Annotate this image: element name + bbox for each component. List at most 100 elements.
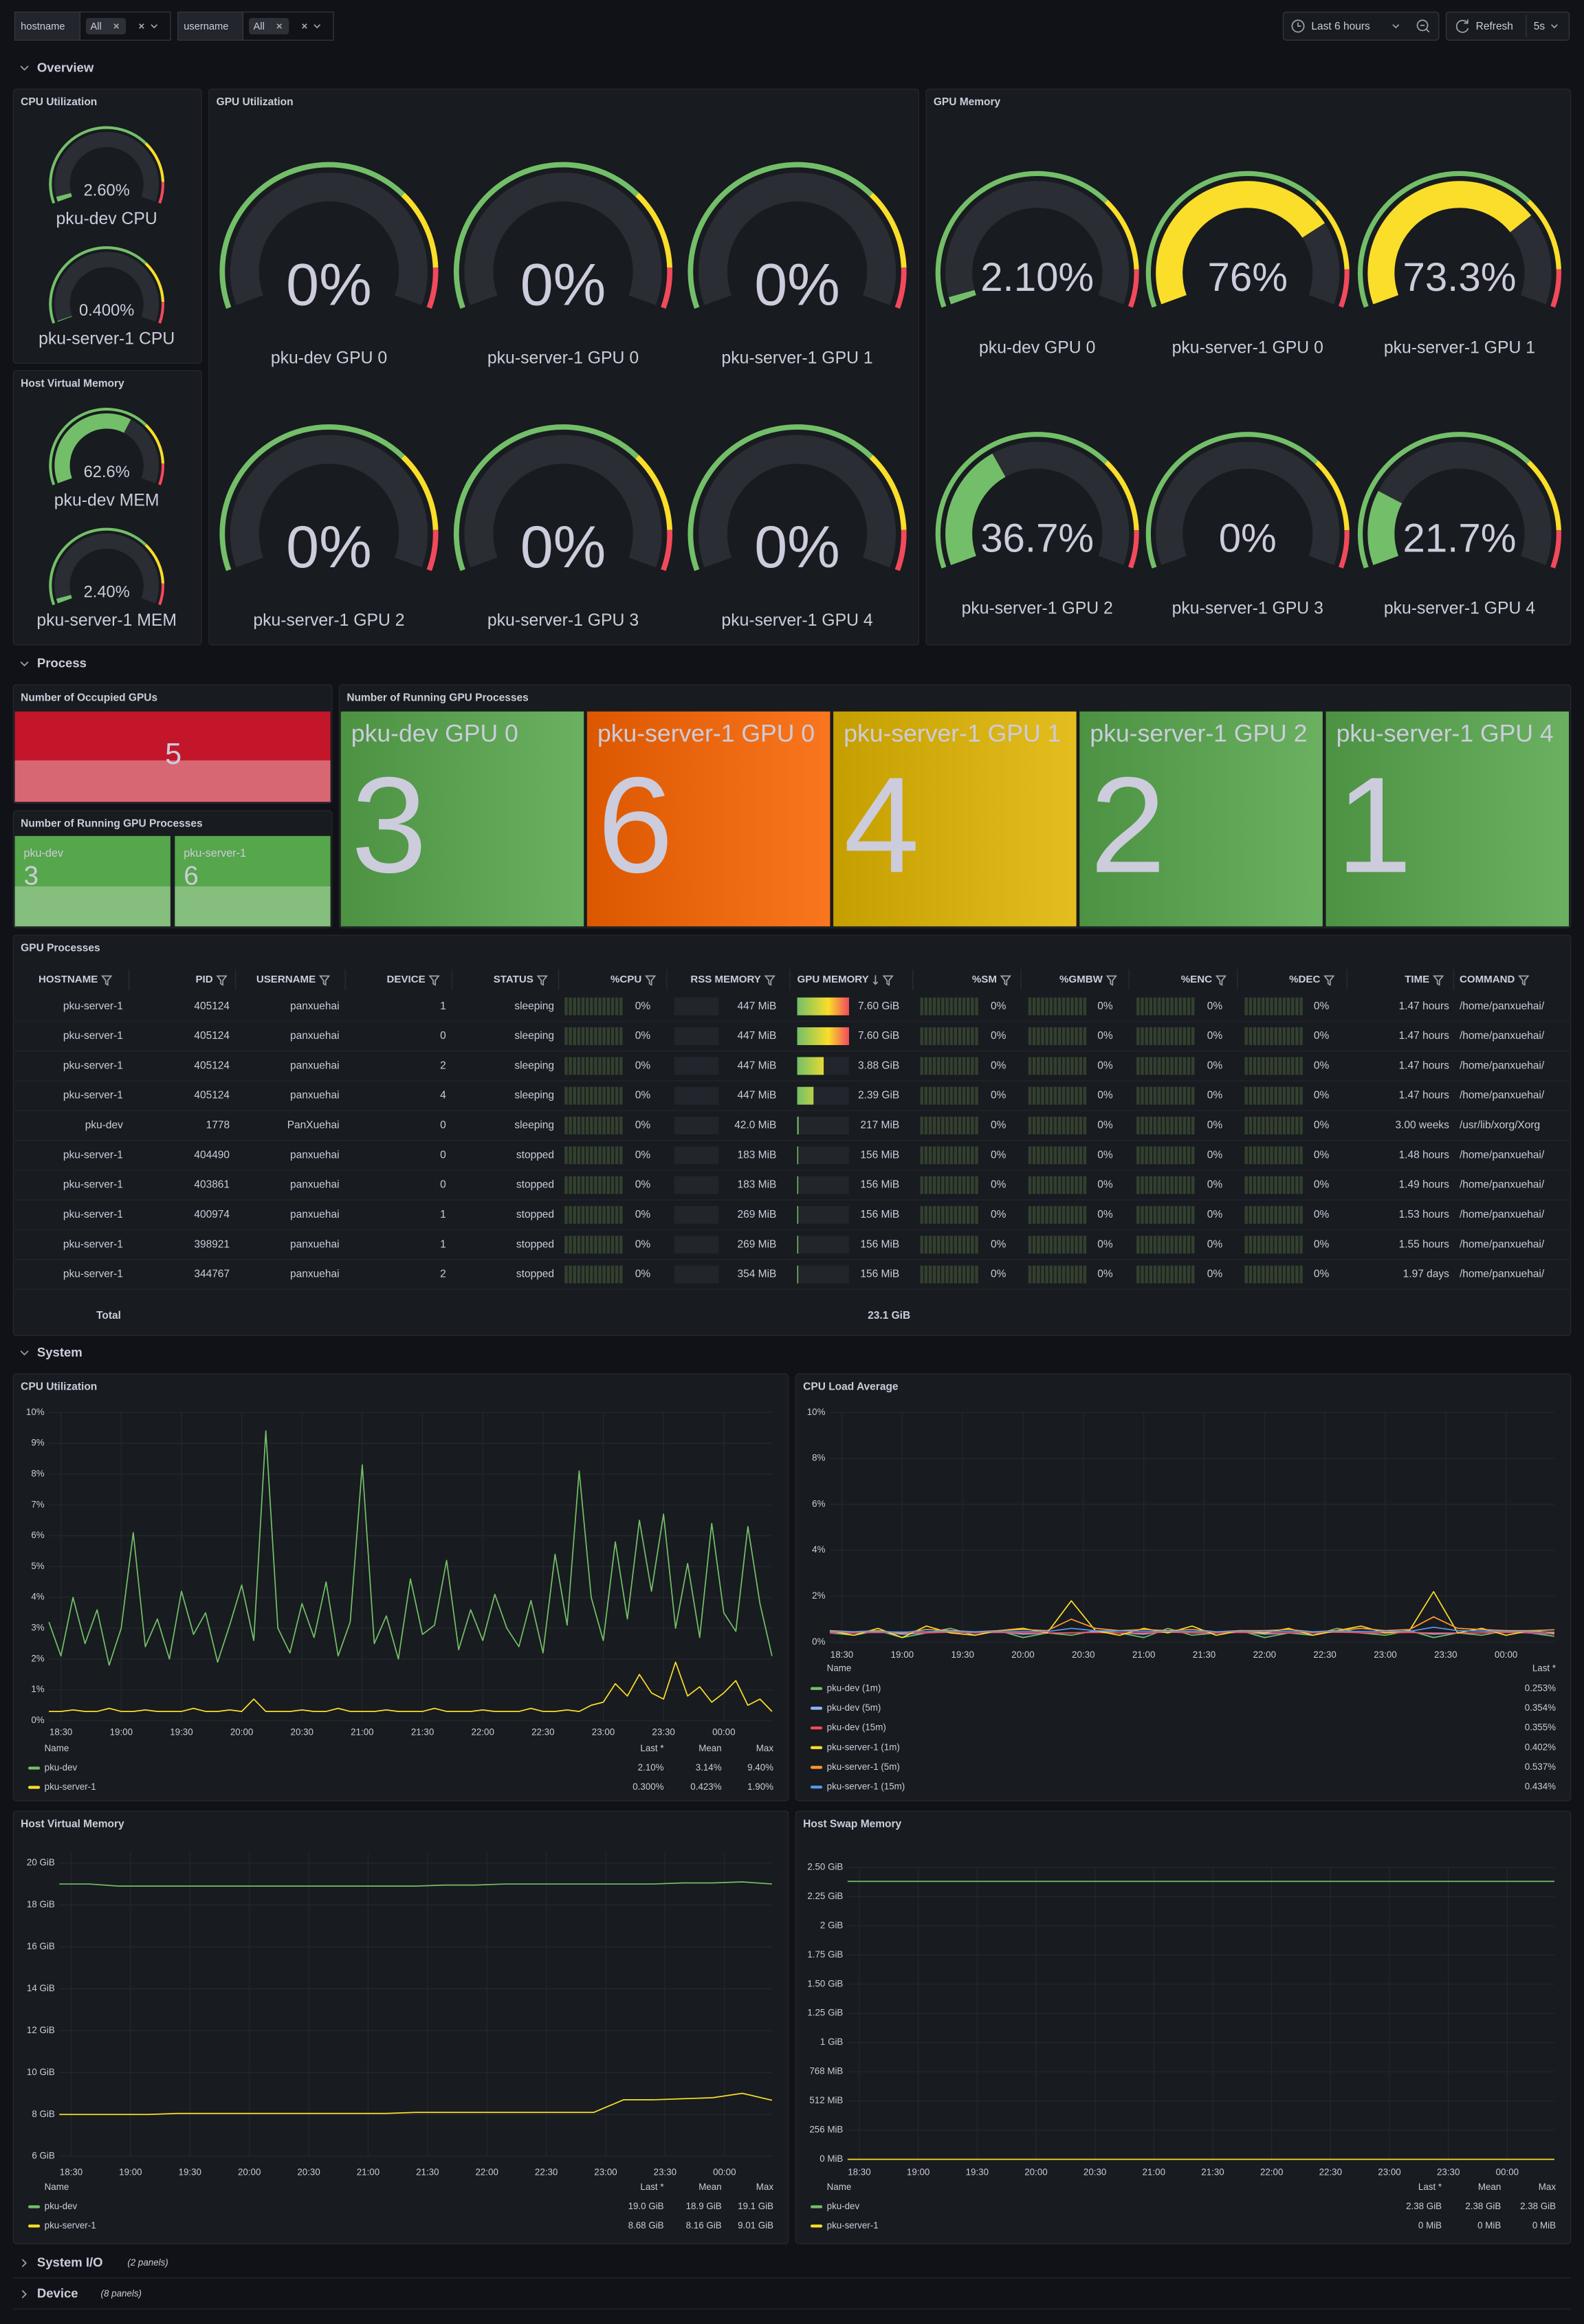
icon[interactable]	[318, 975, 331, 986]
y-tick-label: 2.50 GiB	[807, 1861, 843, 1872]
lcd-segment	[1253, 997, 1257, 1016]
table-cell: panxuehai	[290, 1269, 340, 1280]
icon[interactable]	[1432, 975, 1444, 986]
legend-name[interactable]: pku-server-1	[45, 2220, 96, 2230]
row-title: System I/O	[37, 2255, 103, 2269]
icon	[1455, 19, 1469, 33]
lcd-segment	[975, 1086, 978, 1105]
legend-header[interactable]: Last *	[1532, 1663, 1556, 1674]
lcd-segment	[1053, 1176, 1057, 1194]
table-cell: /home/panxuehai/	[1460, 1269, 1545, 1280]
lcd-segment	[1253, 1236, 1257, 1254]
lcd-segment	[581, 1265, 585, 1284]
lcd-segment	[1028, 1265, 1032, 1284]
legend-header[interactable]: Name	[45, 1743, 69, 1753]
icon[interactable]	[428, 975, 440, 986]
lcd-segment	[1053, 1265, 1057, 1284]
bar-background	[674, 1236, 719, 1254]
legend-header[interactable]: Mean	[698, 1743, 721, 1753]
lcd-segment	[598, 1086, 602, 1105]
gpu-memory-bar	[797, 1027, 849, 1045]
legend-stat: 9.01 GiB	[738, 2220, 773, 2230]
legend-name[interactable]: pku-server-1	[827, 2220, 879, 2230]
icon[interactable]	[101, 975, 113, 986]
legend-header[interactable]: Mean	[1478, 2182, 1501, 2192]
table-cell: 0	[440, 1119, 446, 1131]
table-cell: pku-server-1	[63, 1209, 123, 1220]
table-cell: 156 MiB	[860, 1238, 899, 1250]
legend-name[interactable]: pku-server-1 (5m)	[827, 1762, 900, 1772]
icon[interactable]	[1323, 975, 1335, 986]
lcd-segment	[1295, 1265, 1299, 1284]
legend-name[interactable]: pku-dev	[827, 2201, 860, 2211]
legend-header[interactable]: Last *	[640, 2182, 663, 2192]
icon[interactable]	[21, 2290, 27, 2299]
lcd-segment	[1282, 1236, 1286, 1254]
legend-stat: 2.38 GiB	[1520, 2201, 1556, 2211]
table-cell: 0%	[1207, 1179, 1223, 1191]
lcd-segment	[941, 1206, 945, 1224]
legend-name[interactable]: pku-dev	[45, 1762, 78, 1773]
y-tick-label: 8%	[812, 1453, 825, 1463]
icon[interactable]	[20, 661, 29, 667]
panel-title: Number of Occupied GPUs	[21, 692, 157, 703]
gauge-threshold	[894, 267, 907, 309]
icon[interactable]	[1518, 975, 1530, 986]
legend-header[interactable]: Mean	[698, 2182, 721, 2192]
legend-name[interactable]: pku-dev (5m)	[827, 1702, 881, 1713]
legend-header[interactable]: Name	[827, 1663, 852, 1674]
table-cell: pku-server-1	[63, 1060, 123, 1071]
legend-header[interactable]: Last *	[1418, 2182, 1442, 2192]
lcd-segment	[1266, 1086, 1269, 1105]
lcd-segment	[1187, 1027, 1191, 1045]
legend-name[interactable]: pku-server-1	[45, 1782, 96, 1792]
icon[interactable]	[1215, 975, 1227, 986]
icon[interactable]	[764, 975, 776, 986]
lcd-segment	[1178, 1146, 1182, 1165]
icon[interactable]	[216, 975, 228, 986]
icon[interactable]	[644, 975, 657, 986]
lcd-segment	[1062, 1086, 1066, 1105]
icon[interactable]	[21, 2259, 27, 2268]
y-tick-label: 2%	[31, 1653, 44, 1663]
lcd-segment	[1253, 1206, 1257, 1224]
icon[interactable]	[882, 975, 894, 986]
table-cell: 0%	[1097, 1090, 1113, 1101]
lcd-segment	[1062, 1265, 1066, 1284]
lcd-segment	[564, 1176, 568, 1194]
legend-header[interactable]: Name	[45, 2182, 69, 2192]
bar-background	[797, 1176, 849, 1194]
x-tick-label: 21:00	[351, 1726, 373, 1737]
refresh-button[interactable]	[1445, 11, 1570, 41]
variable-value: All	[254, 21, 265, 32]
legend-name[interactable]: pku-server-1 (15m)	[827, 1782, 905, 1792]
icon[interactable]	[1106, 975, 1118, 986]
lcd-segment	[1257, 1206, 1261, 1224]
gauge-threshold	[219, 424, 405, 571]
icon[interactable]	[20, 1350, 29, 1356]
x-tick-label: 18:30	[60, 2167, 82, 2177]
zoom-icon[interactable]	[1416, 19, 1429, 32]
legend-name[interactable]: pku-server-1 (1m)	[827, 1742, 900, 1752]
legend-header[interactable]: Max	[1539, 2182, 1556, 2192]
legend-header[interactable]: Max	[756, 1743, 774, 1753]
icon[interactable]	[536, 975, 548, 986]
legend-name[interactable]: pku-dev (15m)	[827, 1722, 886, 1733]
table-cell: 156 MiB	[860, 1179, 899, 1191]
lcd-segment	[1062, 1206, 1066, 1224]
y-tick-label: 5%	[31, 1561, 44, 1571]
legend-swatch	[28, 2205, 41, 2208]
legend-name[interactable]: pku-dev (1m)	[827, 1682, 881, 1693]
legend-header[interactable]: Max	[756, 2182, 774, 2192]
lcd-segment	[1028, 1176, 1032, 1194]
bar-background	[674, 1027, 719, 1045]
gauge-label: pku-dev MEM	[54, 491, 160, 509]
legend-header[interactable]: Name	[827, 2182, 852, 2192]
icon[interactable]	[1000, 975, 1012, 986]
time-picker[interactable]	[1282, 11, 1440, 41]
legend-name[interactable]: pku-dev	[45, 2201, 78, 2211]
icon[interactable]	[20, 65, 29, 71]
gpu-memory-bar	[797, 1057, 824, 1075]
legend-header[interactable]: Last *	[640, 1743, 663, 1753]
lcd-segment	[615, 1057, 619, 1075]
